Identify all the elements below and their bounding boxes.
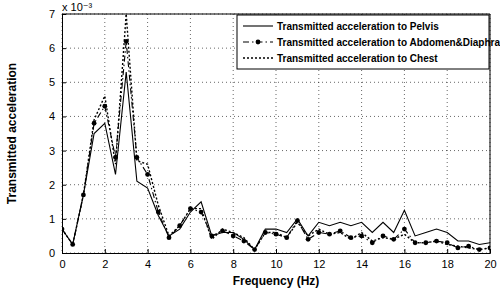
series-line	[62, 72, 490, 250]
axis-line	[63, 15, 67, 254]
tick: 18	[442, 249, 454, 270]
marker	[145, 172, 150, 177]
legend-label: Transmitted acceleration to Abdomen&Diap…	[277, 37, 500, 48]
y-axis-title: Transmitted acceleration	[5, 63, 19, 204]
tick-label: 6	[188, 258, 194, 270]
tick: 4	[145, 249, 151, 270]
tick-mark	[62, 185, 66, 186]
chart: 0246810121416182001234567Transmitted acc…	[0, 0, 500, 289]
tick-mark	[62, 48, 66, 49]
tick-mark	[62, 151, 66, 152]
marker	[231, 234, 236, 239]
marker	[402, 227, 407, 232]
grid	[62, 14, 490, 253]
frame	[62, 14, 490, 15]
tick-mark	[404, 249, 405, 253]
tick-label: 0	[59, 258, 65, 270]
tick-label: 14	[356, 258, 368, 270]
tick-label: 10	[270, 258, 282, 270]
grid-line-y	[62, 14, 490, 15]
x-axis: 0 2 4 6 8 10 12 14 16 18 20	[59, 249, 496, 270]
legend-label: Transmitted acceleration to Chest	[277, 53, 438, 64]
plot: 0246810121416182001234567Transmitted acc…	[49, 8, 500, 270]
legend-line	[243, 57, 273, 58]
legend-line	[243, 25, 273, 26]
tick-label: 3	[49, 145, 55, 157]
tick-label: 5	[49, 76, 55, 88]
legend-marker	[256, 40, 261, 45]
marker	[391, 237, 396, 242]
tick-mark	[148, 249, 149, 253]
tick-mark	[362, 249, 363, 253]
tick: 8	[231, 249, 237, 270]
grid-line-y	[62, 184, 490, 185]
grid-line-x	[104, 14, 105, 253]
tick-mark	[276, 249, 277, 253]
tick-label: 2	[102, 258, 108, 270]
series-line	[62, 41, 490, 249]
series-line	[62, 14, 490, 250]
tick: 6	[49, 42, 66, 54]
tick-label: 20	[484, 258, 496, 270]
tick-label: 8	[231, 258, 237, 270]
grid-line-y	[62, 82, 490, 83]
plot-background	[62, 14, 490, 253]
tick: 5	[49, 76, 66, 88]
tick: 6	[188, 249, 194, 270]
x-axis-title: Frequency (Hz)	[233, 274, 320, 288]
tick-label: 4	[145, 258, 151, 270]
tick-mark	[105, 249, 106, 253]
tick-label: 4	[49, 110, 55, 122]
tick-label: 0	[49, 247, 55, 259]
tick: 2	[49, 179, 66, 191]
tick: 3	[49, 145, 66, 157]
y-axis: 0 1 2 3 4 5 6 7	[49, 8, 66, 259]
tick-mark	[62, 82, 66, 83]
axis-multiplier: x 10⁻³	[62, 1, 93, 13]
tick: 12	[313, 249, 325, 270]
tick-mark	[190, 249, 191, 253]
tick-mark	[233, 249, 234, 253]
frame	[490, 14, 491, 253]
tick-mark	[62, 219, 66, 220]
legend-label: Transmitted acceleration to Pelvis	[277, 21, 439, 32]
tick: 4	[49, 110, 66, 122]
tick: 2	[102, 249, 108, 270]
series-group	[62, 14, 490, 252]
tick: 10	[270, 249, 282, 270]
tick-mark	[62, 116, 66, 117]
grid-line-x	[233, 14, 234, 253]
tick: 14	[356, 249, 368, 270]
grid-line-x	[190, 14, 191, 253]
tick-label: 16	[399, 258, 411, 270]
grid-line-y	[62, 150, 490, 151]
legend: Transmitted acceleration to Pelvis Transm…	[237, 15, 500, 69]
tick-label: 2	[49, 179, 55, 191]
tick-mark	[62, 253, 66, 254]
tick-label: 18	[442, 258, 454, 270]
tick-mark	[447, 249, 448, 253]
tick-label: 7	[49, 8, 55, 20]
axis-line	[63, 249, 491, 254]
tick-label: 12	[313, 258, 325, 270]
tick: 0	[49, 247, 66, 259]
grid-line-x	[490, 14, 491, 253]
tick-mark	[319, 249, 320, 253]
tick: 1	[49, 213, 66, 225]
marker	[295, 218, 300, 223]
tick: 16	[399, 249, 411, 270]
marker	[306, 237, 311, 242]
marker	[242, 239, 247, 244]
tick-label: 6	[49, 42, 55, 54]
grid-line-y	[62, 218, 490, 219]
grid-line-y	[62, 116, 490, 117]
tick-label: 1	[49, 213, 55, 225]
grid-line-x	[147, 14, 148, 253]
